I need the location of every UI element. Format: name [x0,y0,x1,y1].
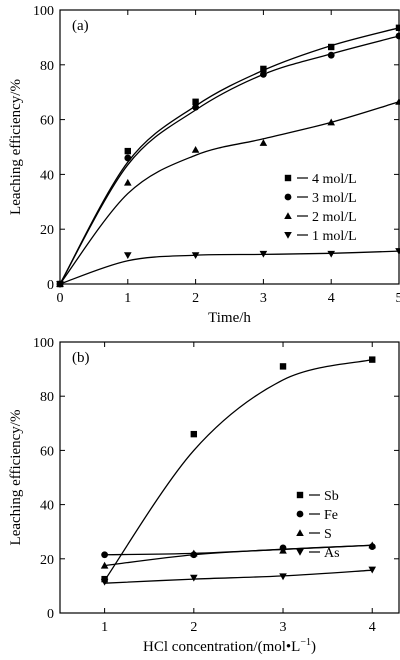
a-y-tick-label: 100 [33,4,54,19]
a-series-4-point [259,250,268,258]
a-x-tick-label: 3 [260,291,267,306]
a-legend-marker [284,212,292,219]
a-series-4-point [191,252,200,260]
b-panel-label: (b) [72,350,90,366]
b-plot-frame [59,341,400,614]
b-series-4 [100,566,377,586]
a-x-tick-label: 4 [328,291,335,306]
b-y-tick-label: 60 [40,444,54,459]
a-series-1-line [59,27,400,285]
b-series-4-line [104,569,373,584]
b-x-tick-label: 4 [369,620,376,635]
a-y-tick-label: 80 [40,59,54,74]
b-series-3-point [190,549,198,557]
b-legend-marker [296,529,304,536]
b-series-2-point [101,551,109,559]
b-legend-marker [296,491,304,499]
b-series-3-line [104,544,373,567]
a-x-axis-label: Time/h [208,310,251,326]
b-series-1-point [279,363,287,370]
a-panel-label: (a) [72,18,89,34]
b-legend-label: Sb [324,489,339,504]
a-legend: 4 mol/L 3 mol/L 2 mol/L 1 mol/L [284,172,357,244]
a-series-3-line [59,101,400,285]
b-series-1-line [104,358,373,581]
a-y-tick-label: 40 [40,168,54,183]
a-series-2-point [327,51,335,59]
a-x-tick-label: 0 [57,291,64,306]
b-legend-label: As [324,546,340,561]
b-x-tick-label: 3 [280,620,287,635]
b-series-3-point [279,546,287,554]
b-series-3-point [368,541,377,549]
a-series-1-point [395,24,400,32]
a-series-4-line [59,250,400,285]
a-series-4-point [327,250,335,258]
a-series-3-point [191,145,200,153]
a-series-1 [56,24,400,288]
a-series-1-point [328,43,335,51]
b-legend: Sb Fe S As [296,489,340,561]
a-legend-label: 4 mol/L [312,172,357,187]
a-y-tick-label: 20 [40,223,54,238]
b-y-tick-label: 100 [33,336,54,351]
b-series-4-point [368,566,377,574]
a-series-3-point [395,97,400,105]
a-series-2-line [59,35,400,285]
a-legend-marker [284,174,292,182]
a-y-axis-label: Leaching efficiency/% [8,79,24,215]
b-legend-label: Fe [324,508,338,523]
a-legend-marker [284,193,292,201]
b-series-4-point [279,573,287,581]
a-series-4 [56,248,400,288]
a-series-3-point [327,118,335,126]
a-series-2-point [395,32,400,40]
a-series-1-point [124,147,131,155]
a-plot-frame [59,9,400,285]
b-y-tick-label: 20 [40,553,54,568]
b-y-tick-label: 0 [47,607,54,622]
a-series-2-point [124,154,132,162]
b-series-4-point [100,578,109,586]
b-legend-label: S [324,527,332,542]
a-series-3 [56,97,400,287]
b-y-axis-label: Leaching efficiency/% [8,410,24,546]
a-series-3-point [259,139,268,146]
b-legend-marker [296,549,304,556]
a-y-tick-label: 60 [40,114,54,129]
a-legend-marker [284,232,292,239]
a-series-4-point [56,281,64,288]
a-series-1-point [192,98,199,105]
chart-panel-a: 0 1 2 3 4 5 0 20 40 60 80 100 (a) Time/h Leaching effi… [8,4,400,326]
a-legend-label: 2 mol/L [312,210,357,225]
b-x-tick-label: 2 [190,620,197,635]
a-x-tick-label: 1 [124,291,131,306]
b-x-axis-label: HCl concentration/(mol•L−1) [143,637,316,655]
b-series-3-point [100,561,109,569]
b-y-tick-label: 80 [40,390,54,405]
b-legend-marker [296,510,304,518]
a-series-3-point [124,178,132,186]
a-x-tick-label: 5 [396,291,400,306]
b-series-1-point [369,356,376,363]
a-series-2-point [260,70,267,78]
b-series-1-point [190,430,198,438]
a-series-4-point [395,248,400,255]
a-y-tick-label: 0 [47,278,54,293]
a-series-4-point [124,252,132,260]
a-series-2 [56,32,400,288]
a-x-tick-label: 2 [192,291,199,306]
b-x-tick-label: 1 [101,620,108,635]
b-y-tick-label: 40 [40,499,54,514]
b-series-3 [100,541,377,569]
a-legend-label: 3 mol/L [312,191,357,206]
a-series-2-point [192,103,200,111]
a-series-1-point [260,65,267,73]
a-legend-label: 1 mol/L [312,229,357,244]
b-series-4-point [190,574,198,582]
